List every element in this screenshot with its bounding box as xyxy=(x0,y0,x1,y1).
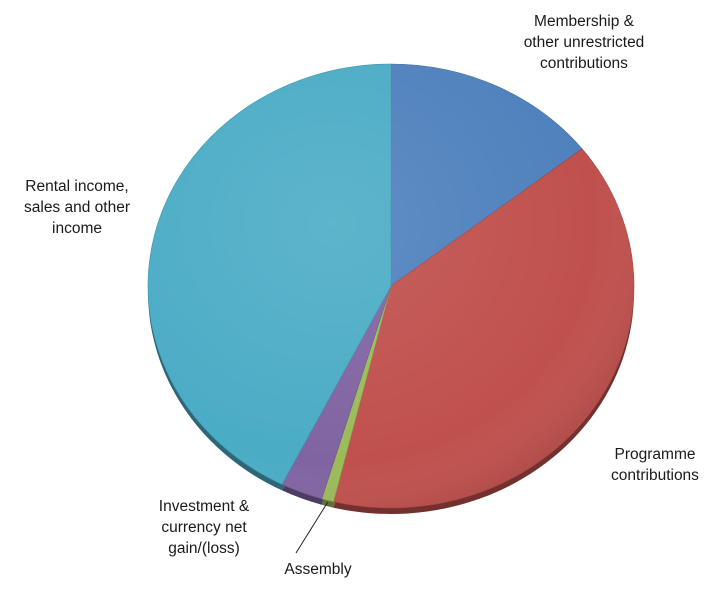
label-line: Investment & xyxy=(159,498,250,515)
label-rental-income-sales-and-other-income: Rental income, sales and other income xyxy=(24,178,130,237)
label-line: Programme xyxy=(615,446,696,463)
label-line: income xyxy=(52,220,102,237)
pie-shading xyxy=(148,64,634,508)
label-line: Rental income, xyxy=(25,178,128,195)
label-investment-currency-net-gain-loss: Investment & currency net gain/(loss) xyxy=(159,498,250,557)
pie-gloss xyxy=(148,64,634,508)
label-line: sales and other xyxy=(24,199,130,216)
label-line: gain/(loss) xyxy=(168,540,240,557)
label-line: Assembly xyxy=(284,561,351,578)
label-assembly: Assembly xyxy=(284,561,351,578)
label-line: Membership & xyxy=(534,13,635,30)
label-programme-contributions: Programme contributions xyxy=(611,446,699,484)
label-membership-other-unrestricted-contributions: Membership & other unrestricted contributi… xyxy=(524,13,645,72)
leader-lines xyxy=(295,502,329,554)
slice-labels: Membership & other unrestricted contributi… xyxy=(24,13,699,578)
label-line: contributions xyxy=(611,467,699,484)
label-line: currency net xyxy=(161,519,247,536)
label-line: other unrestricted xyxy=(524,34,645,51)
leader-line-assembly xyxy=(295,502,329,554)
label-line: contributions xyxy=(540,55,628,72)
